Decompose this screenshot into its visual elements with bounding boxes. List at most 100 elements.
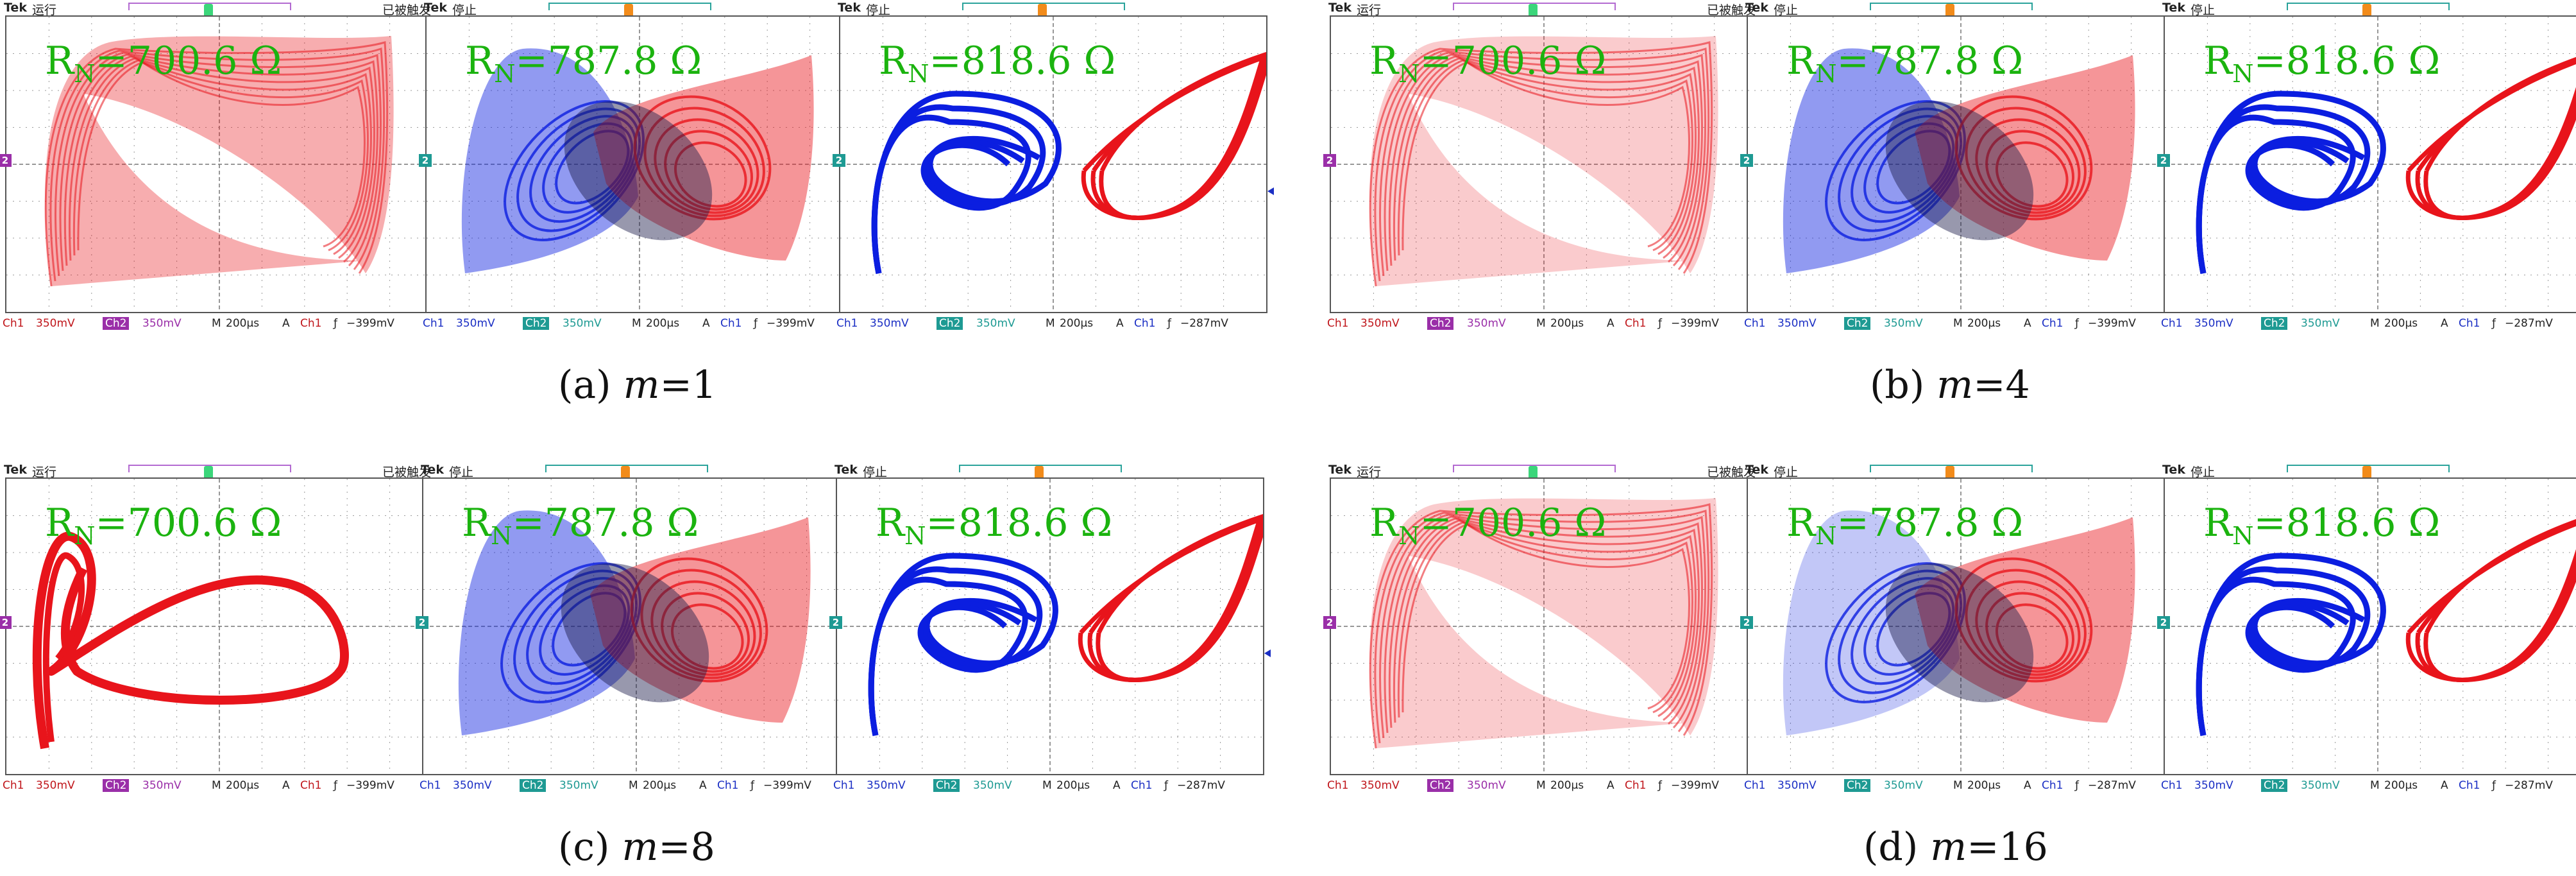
brand-label: Tek <box>2162 1 2185 15</box>
channel-ground-marker-icon: 2 <box>1740 154 1753 167</box>
ch1-scale: 350mV <box>1777 779 1817 792</box>
scope-display: RN=818.6 Ω <box>2164 477 2576 775</box>
oscilloscope-screenshot: Tek 停止 RN=787.8 Ω 2 Ch1 350mV Ch2 350mV … <box>1740 0 2182 334</box>
scope-status-bar: Tek 停止 <box>420 0 856 18</box>
scope-display: RN=700.6 Ω <box>1330 15 1758 313</box>
ch1-label: Ch1 <box>1327 317 1349 330</box>
trigger-position-icon <box>204 4 213 18</box>
resistance-label: RN=700.6 Ω <box>1369 39 1607 88</box>
scope-settings-bar: Ch1 350mV Ch2 350mV M 200μs A Ch1 ƒ −287… <box>1741 778 2178 794</box>
brand-label: Tek <box>4 1 27 15</box>
timebase: 200μs <box>2384 317 2418 330</box>
trigger-slope-icon: ƒ <box>1167 317 1171 330</box>
brand-label: Tek <box>4 463 27 477</box>
trigger-level: −287mV <box>2505 317 2553 330</box>
ch2-scale: 350mV <box>142 317 182 330</box>
brand-label: Tek <box>835 463 858 477</box>
ch2-scale: 350mV <box>2301 317 2340 330</box>
ch1-scale: 350mV <box>36 317 75 330</box>
ch2-scale: 350mV <box>142 779 182 792</box>
trigger-slope-icon: ƒ <box>2492 317 2496 330</box>
timebase: 200μs <box>1967 317 2001 330</box>
acq-mode: A <box>1113 779 1121 792</box>
ch1-scale: 350mV <box>453 779 492 792</box>
ch1-scale: 350mV <box>1777 317 1817 330</box>
ch2-label: Ch2 <box>1844 779 1871 792</box>
resistance-label: RN=787.8 Ω <box>1786 39 2024 88</box>
trigger-status: 已被触发 <box>382 3 431 17</box>
ch2-scale: 350mV <box>1884 779 1923 792</box>
ch2-scale: 350mV <box>976 317 1015 330</box>
ch2-scale: 350mV <box>973 779 1012 792</box>
trigger-position-icon <box>1529 466 1538 480</box>
trigger-level-marker-icon <box>1264 649 1271 657</box>
scope-status-bar: Tek 停止 <box>1741 0 2178 18</box>
timebase-prefix: M <box>1042 779 1052 792</box>
scope-settings-bar: Ch1 350mV Ch2 350mV M 200μs A Ch1 ƒ −287… <box>831 778 1267 794</box>
ch2-scale: 350mV <box>1467 317 1506 330</box>
ch1-scale: 350mV <box>867 779 906 792</box>
timebase: 200μs <box>643 779 677 792</box>
scope-status-bar: Tek 运行 已被触发 <box>1325 0 1761 18</box>
ch1-label: Ch1 <box>1744 779 1766 792</box>
scope-status-bar: Tek 运行 已被触发 <box>1325 462 1761 480</box>
run-state: 停止 <box>452 3 477 17</box>
ch2-label: Ch2 <box>523 317 550 330</box>
ch2-scale: 350mV <box>1467 779 1506 792</box>
oscilloscope-screenshot: Tek 运行 已被触发 RN=700.6 Ω 2 Ch1 350mV Ch2 3… <box>1323 0 1765 334</box>
trigger-slope-icon: ƒ <box>2492 779 2496 792</box>
resistance-label: RN=818.6 Ω <box>2203 39 2441 88</box>
ch1-scale: 350mV <box>1360 779 1400 792</box>
acq-mode: A <box>2024 317 2031 330</box>
ch1-label: Ch1 <box>836 317 858 330</box>
scope-settings-bar: Ch1 350mV Ch2 350mV M 200μs A Ch1 ƒ −287… <box>2158 778 2576 794</box>
trigger-level: −399mV <box>1671 317 1719 330</box>
ch1-scale: 350mV <box>36 779 75 792</box>
trigger-level-marker-icon <box>1267 187 1274 195</box>
timebase-prefix: M <box>1953 317 1963 330</box>
trigger-position-icon <box>624 4 633 18</box>
scope-status-bar: Tek 运行 已被触发 <box>0 0 436 18</box>
ch2-label: Ch2 <box>103 317 130 330</box>
trigger-slope-icon: ƒ <box>334 317 337 330</box>
ch2-label: Ch2 <box>933 779 960 792</box>
trigger-channel: Ch1 <box>2042 779 2063 792</box>
record-bracket <box>2287 3 2450 10</box>
scope-display: RN=700.6 Ω <box>1330 477 1758 775</box>
timebase: 200μs <box>646 317 680 330</box>
record-bracket <box>545 465 708 472</box>
brand-label: Tek <box>1328 463 1352 477</box>
oscilloscope-screenshot: Tek 停止 RN=818.6 Ω 2 Ch1 350mV Ch2 350mV … <box>2157 462 2576 796</box>
channel-ground-marker-icon: 2 <box>2157 154 2170 167</box>
oscilloscope-screenshot: Tek 停止 RN=818.6 Ω 2 Ch1 350mV Ch2 350mV … <box>2157 0 2576 334</box>
trigger-channel: Ch1 <box>720 317 742 330</box>
timebase: 200μs <box>2384 779 2418 792</box>
timebase: 200μs <box>1967 779 2001 792</box>
ch2-label: Ch2 <box>2261 317 2288 330</box>
scope-settings-bar: Ch1 350mV Ch2 350mV M 200μs A Ch1 ƒ −399… <box>0 778 436 794</box>
resistance-label: RN=787.8 Ω <box>465 39 702 88</box>
oscilloscope-screenshot: Tek 停止 RN=818.6 Ω 2 Ch1 350mV Ch2 350mV … <box>829 462 1271 796</box>
brand-label: Tek <box>838 1 861 15</box>
resistance-label: RN=787.8 Ω <box>1786 501 2024 550</box>
timebase-prefix: M <box>629 779 638 792</box>
ch2-label: Ch2 <box>1844 317 1871 330</box>
record-bracket <box>128 3 291 10</box>
trigger-status: 已被触发 <box>1706 3 1756 17</box>
scope-status-bar: Tek 停止 <box>834 0 1270 18</box>
timebase-prefix: M <box>2370 317 2380 330</box>
brand-label: Tek <box>421 463 444 477</box>
resistance-label: RN=818.6 Ω <box>876 501 1113 550</box>
oscilloscope-screenshot: Tek 运行 已被触发 RN=700.6 Ω 2 Ch1 350mV Ch2 3… <box>1323 462 1765 796</box>
run-state: 停止 <box>863 465 888 479</box>
brand-label: Tek <box>1745 463 1768 477</box>
run-state: 停止 <box>2190 465 2216 479</box>
ch1-label: Ch1 <box>419 779 441 792</box>
record-bracket <box>962 3 1125 10</box>
trigger-slope-icon: ƒ <box>750 779 754 792</box>
trigger-slope-icon: ƒ <box>1658 779 1662 792</box>
ch1-label: Ch1 <box>3 779 24 792</box>
timebase: 200μs <box>1060 317 1094 330</box>
timebase-prefix: M <box>1046 317 1055 330</box>
brand-label: Tek <box>424 1 447 15</box>
